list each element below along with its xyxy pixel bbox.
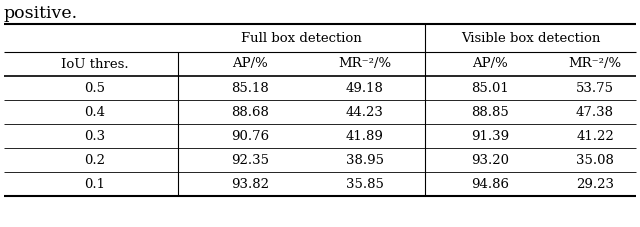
Text: 38.95: 38.95: [346, 153, 384, 166]
Text: 53.75: 53.75: [576, 81, 614, 94]
Text: 47.38: 47.38: [576, 106, 614, 118]
Text: positive.: positive.: [4, 5, 78, 22]
Text: 88.68: 88.68: [231, 106, 269, 118]
Text: 0.2: 0.2: [84, 153, 106, 166]
Text: 85.01: 85.01: [471, 81, 509, 94]
Text: 49.18: 49.18: [346, 81, 384, 94]
Text: Visible box detection: Visible box detection: [461, 32, 600, 44]
Text: 93.82: 93.82: [231, 178, 269, 190]
Text: 29.23: 29.23: [576, 178, 614, 190]
Text: 88.85: 88.85: [471, 106, 509, 118]
Text: AP/%: AP/%: [232, 57, 268, 71]
Text: MR⁻²/%: MR⁻²/%: [568, 57, 621, 71]
Text: 41.89: 41.89: [346, 129, 384, 143]
Text: 0.4: 0.4: [84, 106, 106, 118]
Text: 85.18: 85.18: [231, 81, 269, 94]
Text: 92.35: 92.35: [231, 153, 269, 166]
Text: 93.20: 93.20: [471, 153, 509, 166]
Text: 44.23: 44.23: [346, 106, 384, 118]
Text: IoU thres.: IoU thres.: [61, 57, 129, 71]
Text: 35.85: 35.85: [346, 178, 384, 190]
Text: 0.5: 0.5: [84, 81, 106, 94]
Text: 0.1: 0.1: [84, 178, 106, 190]
Text: 90.76: 90.76: [231, 129, 269, 143]
Text: 94.86: 94.86: [471, 178, 509, 190]
Text: Full box detection: Full box detection: [241, 32, 362, 44]
Text: MR⁻²/%: MR⁻²/%: [339, 57, 392, 71]
Text: 35.08: 35.08: [576, 153, 614, 166]
Text: 0.3: 0.3: [84, 129, 106, 143]
Text: 41.22: 41.22: [576, 129, 614, 143]
Text: AP/%: AP/%: [472, 57, 508, 71]
Text: 91.39: 91.39: [471, 129, 509, 143]
